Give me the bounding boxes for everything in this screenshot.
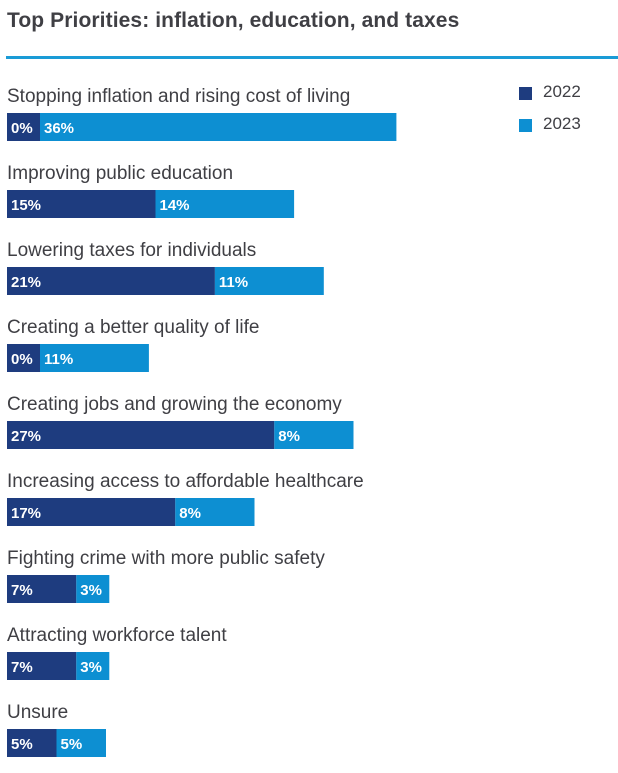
bar-2022-creating-jobs-and-growing-the-economy bbox=[7, 421, 275, 449]
data-label-2023-fighting-crime-with-more-public-safety: 3% bbox=[80, 582, 102, 599]
data-label-2022-fighting-crime-with-more-public-safety: 7% bbox=[11, 582, 33, 599]
data-label-2023-unsure: 5% bbox=[61, 736, 83, 753]
bar-2022-increasing-access-to-affordable-healthcare bbox=[7, 498, 176, 526]
bar-2022-attracting-workforce-talent bbox=[7, 652, 77, 680]
bar-2023-improving-public-education bbox=[155, 190, 295, 218]
category-label-fighting-crime-with-more-public-safety: Fighting crime with more public safety bbox=[7, 548, 325, 569]
category-label-creating-jobs-and-growing-the-economy: Creating jobs and growing the economy bbox=[7, 394, 342, 415]
data-label-2023-increasing-access-to-affordable-healthcare: 8% bbox=[179, 505, 201, 522]
bar-2022-improving-public-education bbox=[7, 190, 156, 218]
bar-2022-fighting-crime-with-more-public-safety bbox=[7, 575, 77, 603]
bar-2022-stopping-inflation-and-rising-cost-of-living bbox=[7, 113, 40, 141]
data-label-2023-creating-jobs-and-growing-the-economy: 8% bbox=[278, 428, 300, 445]
data-label-2023-lowering-taxes-for-individuals: 11% bbox=[219, 274, 248, 291]
category-label-improving-public-education: Improving public education bbox=[7, 163, 233, 184]
data-label-2023-creating-a-better-quality-of-life: 11% bbox=[44, 351, 73, 368]
category-label-attracting-workforce-talent: Attracting workforce talent bbox=[7, 625, 227, 646]
data-label-2023-stopping-inflation-and-rising-cost-of-living: 36% bbox=[44, 120, 74, 137]
category-label-increasing-access-to-affordable-healthcare: Increasing access to affordable healthca… bbox=[7, 471, 364, 492]
data-label-2023-attracting-workforce-talent: 3% bbox=[80, 659, 102, 676]
bar-2023-increasing-access-to-affordable-healthcare bbox=[175, 498, 255, 526]
bar-2022-creating-a-better-quality-of-life bbox=[7, 344, 40, 372]
legend-label-2022: 2022 bbox=[543, 82, 581, 101]
data-label-2022-improving-public-education: 15% bbox=[11, 197, 41, 214]
bar-2023-attracting-workforce-talent bbox=[76, 652, 110, 680]
bar-2023-fighting-crime-with-more-public-safety bbox=[76, 575, 110, 603]
data-label-2022-unsure: 5% bbox=[11, 736, 33, 753]
bar-2023-creating-jobs-and-growing-the-economy bbox=[274, 421, 354, 449]
bar-2022-lowering-taxes-for-individuals bbox=[7, 267, 215, 295]
bar-2022-unsure bbox=[7, 729, 57, 757]
data-label-2022-creating-a-better-quality-of-life: 0% bbox=[11, 351, 33, 368]
data-label-2022-stopping-inflation-and-rising-cost-of-living: 0% bbox=[11, 120, 33, 137]
bar-2023-stopping-inflation-and-rising-cost-of-living bbox=[40, 113, 397, 141]
legend-swatch-2023 bbox=[519, 119, 532, 132]
category-label-unsure: Unsure bbox=[7, 702, 68, 723]
category-label-creating-a-better-quality-of-life: Creating a better quality of life bbox=[7, 317, 259, 338]
data-label-2023-improving-public-education: 14% bbox=[160, 197, 190, 214]
bar-2023-unsure bbox=[56, 729, 106, 757]
category-label-lowering-taxes-for-individuals: Lowering taxes for individuals bbox=[7, 240, 256, 261]
bar-2023-creating-a-better-quality-of-life bbox=[40, 344, 149, 372]
legend-label-2023: 2023 bbox=[543, 114, 581, 133]
data-label-2022-increasing-access-to-affordable-healthcare: 17% bbox=[11, 505, 41, 522]
category-label-stopping-inflation-and-rising-cost-of-living: Stopping inflation and rising cost of li… bbox=[7, 86, 350, 107]
data-label-2022-lowering-taxes-for-individuals: 21% bbox=[11, 274, 41, 291]
chart-title: Top Priorities: inflation, education, an… bbox=[7, 9, 460, 32]
data-label-2022-creating-jobs-and-growing-the-economy: 27% bbox=[11, 428, 41, 445]
bar-2023-lowering-taxes-for-individuals bbox=[214, 267, 324, 295]
legend-swatch-2022 bbox=[519, 87, 532, 100]
data-label-2022-attracting-workforce-talent: 7% bbox=[11, 659, 33, 676]
title-divider bbox=[6, 56, 618, 59]
